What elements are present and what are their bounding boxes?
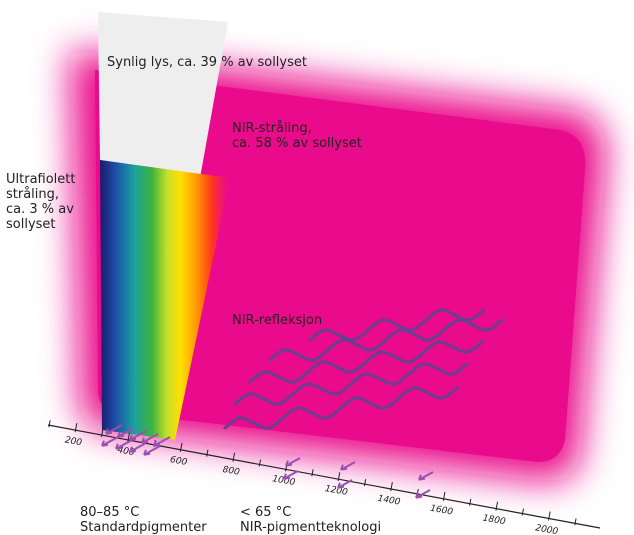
radiation-arrow — [101, 436, 119, 447]
axis-tick-label: 1600 — [429, 504, 454, 518]
nir-wave — [248, 340, 484, 384]
axis-tick — [495, 501, 499, 511]
visible-light-label: Synlig lys, ca. 39 % av sollyset — [107, 55, 307, 70]
radiation-arrow — [415, 489, 431, 499]
radiation-arrow — [418, 471, 434, 481]
radiation-arrow — [115, 439, 133, 450]
standard-pigment-temp-label: 80–85 °C Standardpigmenter — [80, 505, 207, 535]
axis-tick — [48, 420, 51, 428]
nir-reflection-waves — [223, 308, 504, 430]
axis-tick — [442, 491, 446, 501]
radiation-arrow — [337, 479, 353, 489]
axis-tick — [521, 508, 524, 516]
axis-tick-label: 2000 — [534, 523, 559, 535]
axis-tick-label: 200 — [64, 436, 83, 449]
axis-tick — [337, 472, 341, 482]
radiation-arrow — [141, 433, 159, 444]
nir-radiation-label: NIR-stråling, ca. 58 % av sollyset — [232, 121, 362, 151]
axis-tick-label: 800 — [222, 465, 241, 478]
nir-wave — [308, 308, 486, 342]
axis-tick — [232, 452, 236, 462]
axis-tick-label: 1400 — [377, 494, 402, 508]
axis-tick — [206, 449, 209, 457]
axis-tick — [179, 442, 183, 452]
axis-tick — [258, 459, 262, 467]
radiation-arrows — [101, 424, 434, 499]
nir-wave — [268, 318, 504, 362]
uv-visible-spectrum-band — [100, 160, 230, 440]
nir-wave — [233, 362, 469, 406]
radiation-arrow — [143, 445, 161, 456]
nir-wave — [223, 386, 459, 430]
axis-tick — [127, 432, 130, 443]
radiation-arrow — [285, 457, 301, 467]
axis-tick-label: 600 — [169, 455, 188, 468]
visible-light-panel — [98, 12, 228, 178]
axis-tick-label: 1800 — [482, 514, 507, 528]
radiation-arrow — [283, 470, 299, 480]
radiation-arrow — [153, 436, 171, 447]
axis-tick-label: 1200 — [324, 484, 349, 498]
axis-tick — [311, 469, 314, 477]
axis-tick — [390, 482, 393, 492]
axis-tick-label: 1000 — [272, 474, 297, 488]
axis-tick — [100, 430, 104, 438]
axis-tick — [574, 518, 577, 526]
radiation-arrow — [340, 461, 356, 471]
radiation-arrow — [105, 424, 123, 435]
ultraviolet-label: Ultrafiolett stråling, ca. 3 % av sollys… — [6, 172, 76, 232]
axis-tick — [547, 511, 551, 521]
nir-pigment-temp-label: < 65 °C NIR-pigmentteknologi — [240, 505, 382, 535]
axis-tick — [469, 498, 472, 506]
axis-tick — [74, 423, 78, 433]
radiation-arrow — [129, 442, 147, 453]
nir-radiation-region — [70, 50, 606, 482]
nir-reflection-label: NIR-refleksjon — [232, 313, 323, 328]
axis-tick — [363, 479, 367, 487]
radiation-arrow — [117, 427, 135, 438]
